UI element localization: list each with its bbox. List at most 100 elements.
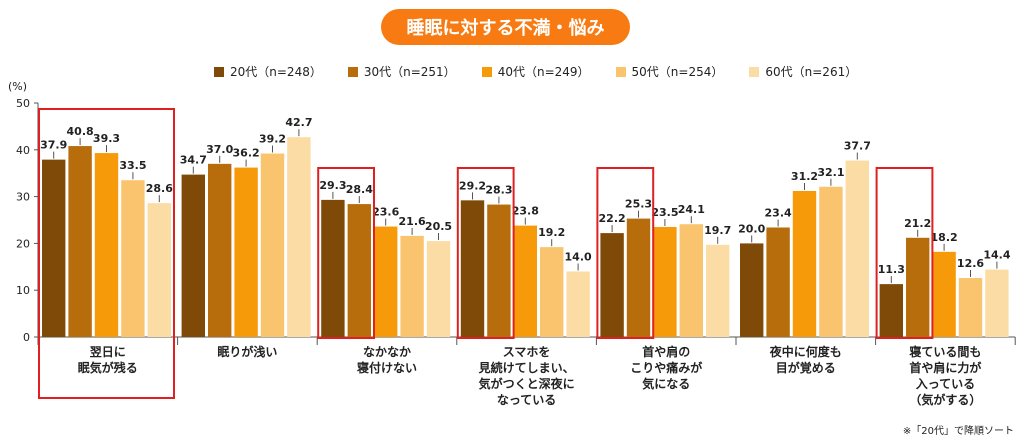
- category-label: 首や肩に力が: [909, 360, 981, 375]
- data-label: 37.0: [206, 143, 233, 156]
- data-label: 34.7: [180, 154, 207, 167]
- legend-swatch: [481, 66, 492, 77]
- bar: [566, 271, 590, 337]
- category-label: 眠りが浅い: [217, 344, 277, 359]
- data-label: 32.1: [817, 166, 844, 179]
- bar: [374, 226, 398, 337]
- legend-item: 20代（n=248）: [214, 63, 322, 80]
- data-label: 20.0: [738, 222, 765, 235]
- y-tick-label: 30: [16, 191, 30, 204]
- bar: [513, 225, 537, 337]
- y-tick-label: 20: [16, 237, 30, 250]
- bar: [234, 167, 258, 337]
- bar: [653, 227, 677, 337]
- legend-label: 40代（n=249）: [497, 65, 590, 79]
- chart-title: 睡眠に対する不満・悩み: [381, 9, 630, 45]
- data-label: 39.3: [93, 132, 120, 145]
- legend-swatch: [347, 66, 358, 77]
- data-label: 20.5: [425, 220, 452, 233]
- bar: [740, 243, 764, 337]
- legend-label: 30代（n=251）: [363, 65, 456, 79]
- bar: [879, 284, 903, 337]
- data-label: 40.8: [67, 125, 94, 138]
- bar: [540, 247, 564, 337]
- bar: [766, 227, 790, 337]
- data-label: 23.4: [765, 206, 792, 219]
- bar: [487, 204, 511, 337]
- data-label: 37.7: [844, 140, 871, 153]
- bar: [208, 163, 232, 337]
- bar: [147, 203, 171, 337]
- data-label: 25.3: [625, 198, 652, 211]
- data-label: 31.2: [791, 170, 818, 183]
- highlight-box: [596, 167, 655, 339]
- bar: [68, 146, 92, 337]
- data-label: 28.3: [485, 184, 512, 197]
- data-label: 19.2: [538, 226, 565, 239]
- bar: [932, 251, 956, 337]
- legend-swatch: [749, 66, 760, 77]
- legend-item: 30代（n=251）: [347, 63, 456, 80]
- bar: [906, 237, 930, 337]
- legend-item: 50代（n=254）: [615, 63, 724, 80]
- bar: [819, 186, 843, 337]
- data-label: 14.0: [565, 250, 592, 263]
- legend-item: 40代（n=249）: [481, 63, 590, 80]
- data-label: 39.2: [259, 133, 286, 146]
- legend-swatch: [615, 66, 626, 77]
- y-tick-label: 10: [16, 284, 30, 297]
- bar: [260, 153, 285, 337]
- category-label: 寝ている間も: [909, 344, 981, 359]
- data-label: 29.3: [319, 179, 346, 192]
- category-label: なっている: [497, 393, 556, 407]
- category-label: スマホを: [503, 345, 551, 359]
- data-label: 28.6: [146, 182, 173, 195]
- data-label: 37.9: [40, 139, 67, 152]
- footnote: ※「20代」で降順ソート: [902, 426, 1014, 437]
- category-label: 翌日に: [90, 345, 126, 359]
- bar: [600, 233, 624, 337]
- data-label: 21.6: [399, 215, 426, 228]
- data-label: 36.2: [233, 147, 260, 160]
- data-label: 21.2: [904, 217, 931, 230]
- category-label: こりや痛みが: [630, 360, 702, 375]
- category-label: 見続けてしまい、: [478, 360, 575, 375]
- bar: [181, 174, 205, 337]
- y-tick-label: 50: [16, 97, 30, 110]
- legend-label: 50代（n=254）: [631, 65, 724, 79]
- highlight-box: [456, 167, 515, 339]
- data-label: 29.2: [459, 179, 486, 192]
- bar: [321, 199, 345, 337]
- category-label: なかなか: [363, 345, 411, 359]
- category-label: 眠気が残る: [78, 360, 138, 375]
- data-label: 42.7: [285, 116, 312, 129]
- bar: [958, 278, 983, 337]
- bar: [706, 244, 730, 337]
- data-label: 11.3: [878, 263, 905, 276]
- legend: 20代（n=248） 30代（n=251） 40代（n=249） 50代（n=254）…: [214, 63, 883, 80]
- highlight-box: [875, 167, 934, 339]
- bar: [347, 204, 371, 337]
- category-label: 夜中に何度も: [769, 344, 842, 359]
- y-tick-label: 0: [23, 331, 30, 344]
- data-label: 24.1: [678, 203, 705, 216]
- data-label: 23.8: [512, 205, 539, 218]
- category-label: 気がつくと深夜に: [479, 376, 575, 391]
- data-label: 19.7: [704, 224, 731, 237]
- bar: [985, 269, 1009, 337]
- category-label: 首や肩の: [642, 344, 690, 359]
- bar: [94, 153, 119, 337]
- bar: [287, 137, 311, 337]
- category-label: 目が覚める: [776, 360, 836, 375]
- bar: [626, 218, 651, 337]
- data-label: 14.4: [983, 249, 1010, 262]
- category-label: 入っている: [916, 377, 975, 391]
- category-label: （気がする）: [909, 392, 981, 407]
- legend-item: 60代（n=261）: [749, 63, 857, 80]
- highlight-box: [38, 108, 175, 399]
- bar: [679, 224, 703, 337]
- y-axis-unit: (%): [8, 80, 28, 93]
- data-label: 28.4: [346, 183, 373, 196]
- legend-label: 60代（n=261）: [765, 65, 858, 79]
